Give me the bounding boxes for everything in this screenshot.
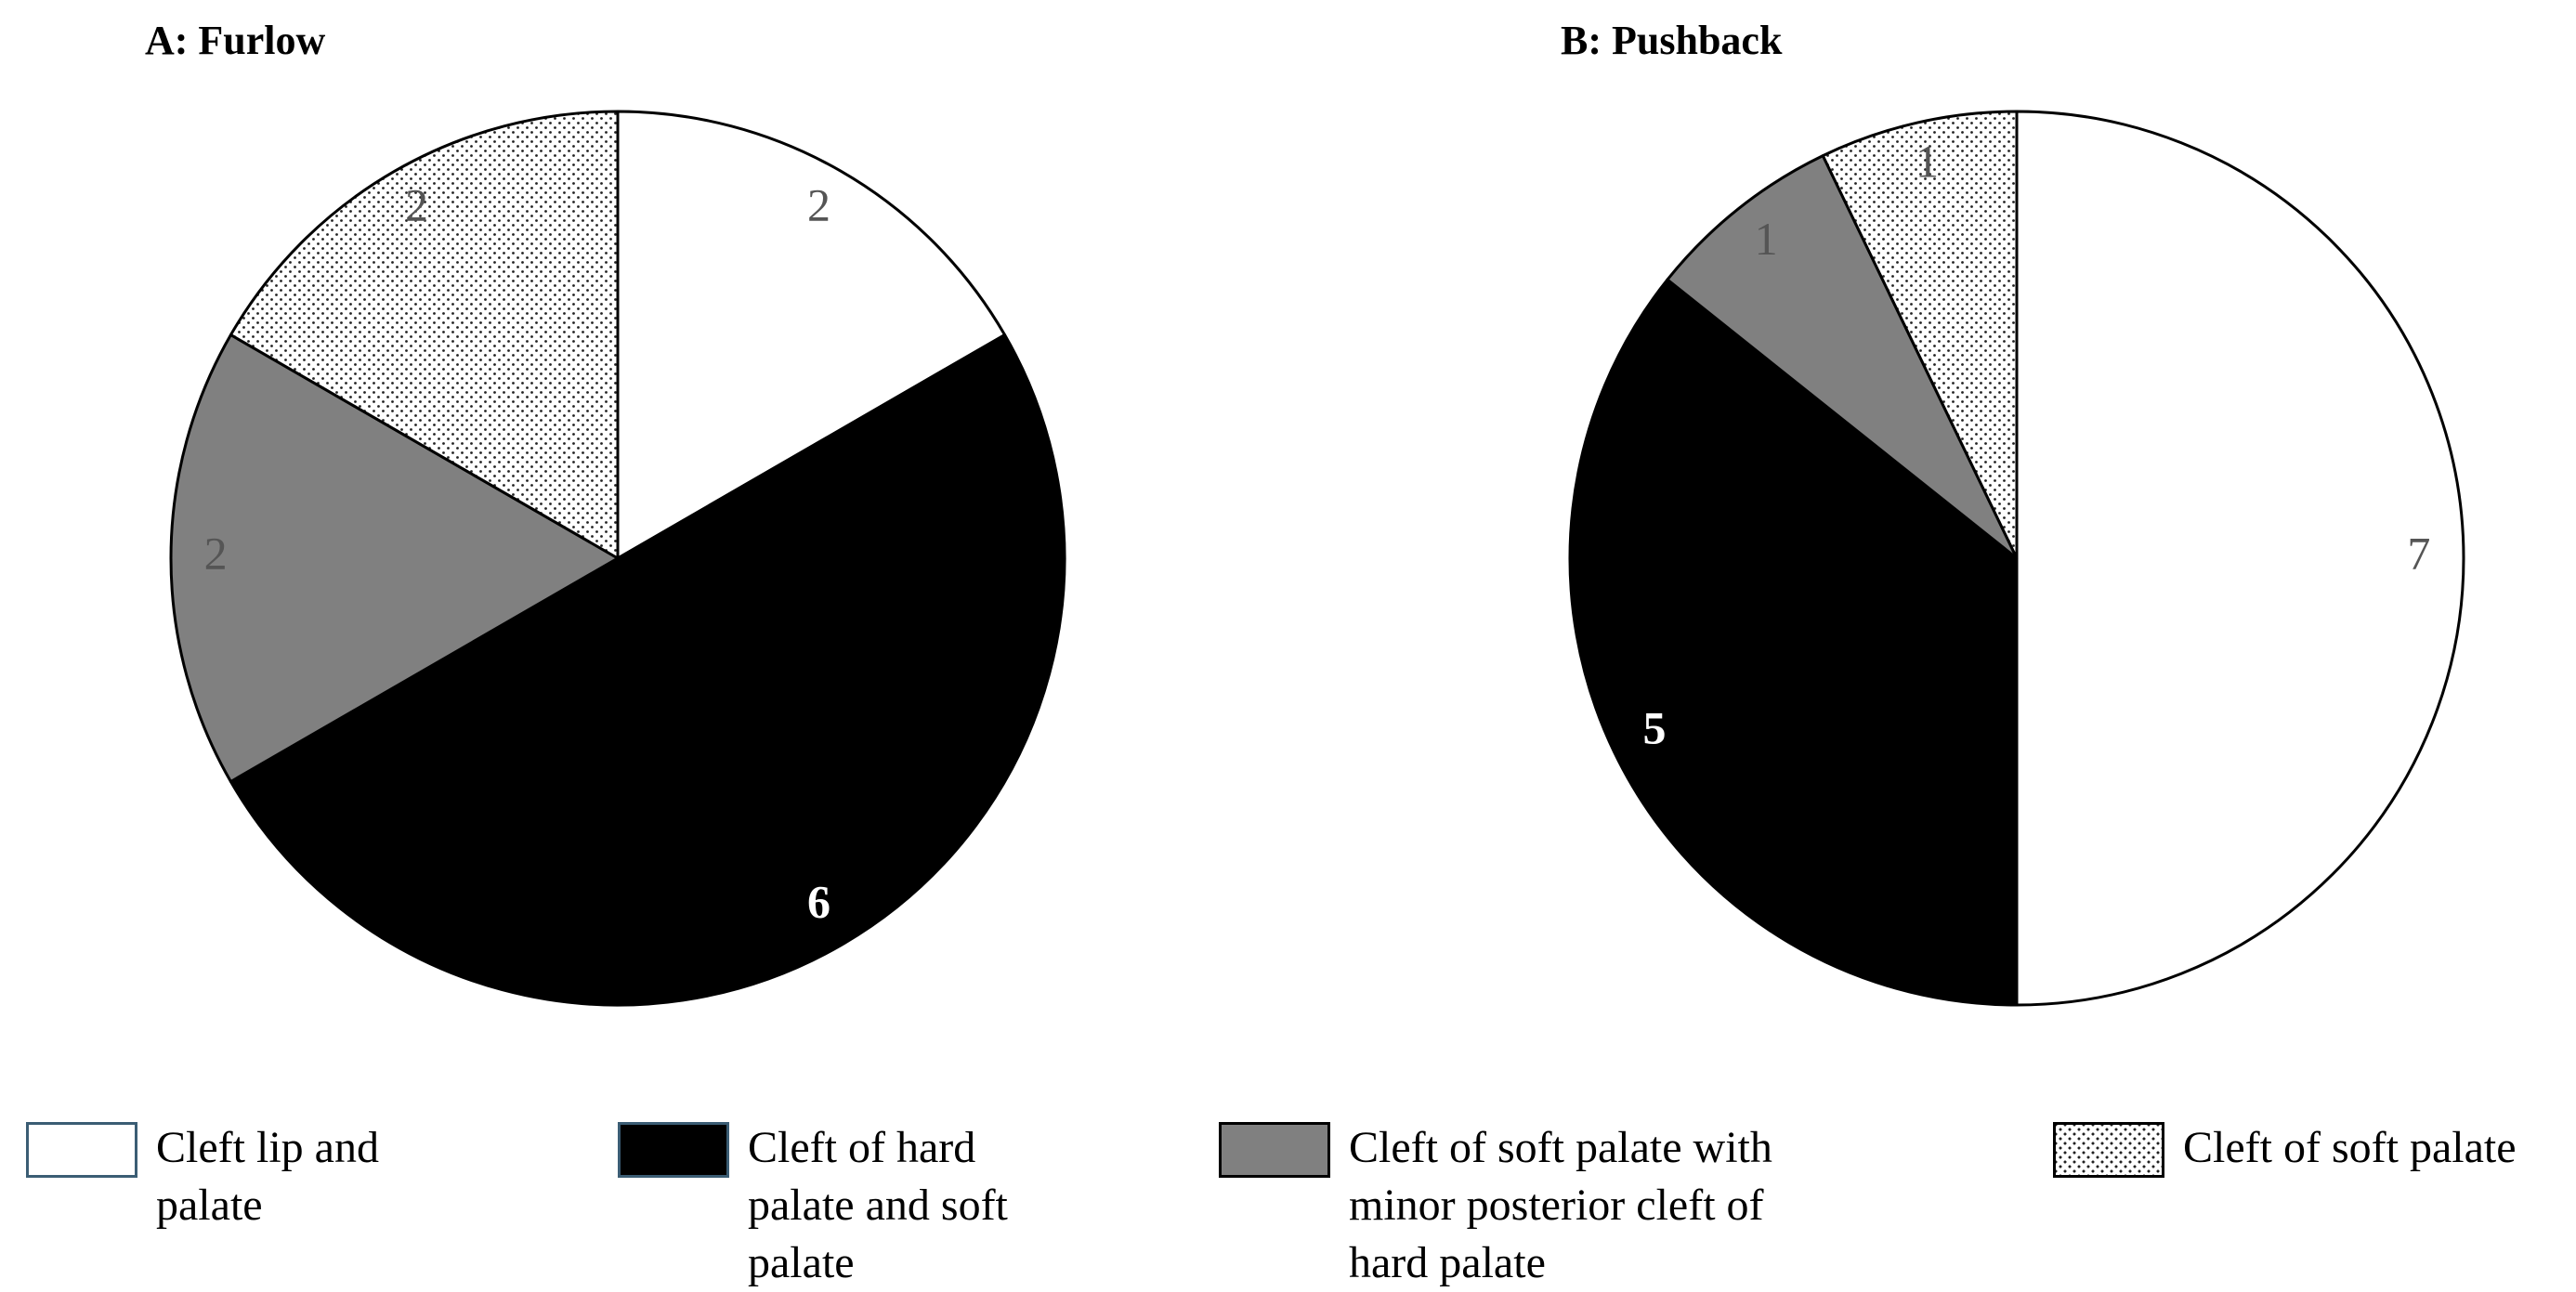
legend-swatch (2053, 1122, 2164, 1178)
slice-label: 2 (405, 179, 428, 231)
chart-title: A: Furlow (145, 18, 326, 63)
pie-slice (229, 110, 620, 560)
page: A: Furlow 2 6 2 2 B: Pushback 7 5 1 1 Cleft lip a… (0, 18, 2576, 1287)
slice-label: 1 (1916, 135, 1939, 187)
pie-slice (229, 333, 1066, 1007)
legend-item: Cleft lip and palate (26, 1119, 463, 1234)
legend-label: Cleft of soft palate with minor posterio… (1349, 1123, 1772, 1287)
pie-slice (2015, 110, 2465, 1007)
legend-label: Cleft of hard palate and soft palate (748, 1123, 1008, 1287)
slice-label: 2 (204, 527, 228, 579)
pie-slice (169, 333, 620, 783)
slice-label: 6 (807, 875, 830, 927)
chart: A: Furlow 2 6 2 2 B: Pushback 7 5 1 1 (145, 18, 2465, 1007)
legend-item: Cleft of hard palate and soft palate (618, 1119, 1026, 1292)
legend-swatch (1219, 1122, 1330, 1178)
chart-title: B: Pushback (1561, 18, 1783, 63)
pie-slice (1821, 110, 2019, 560)
slice-label: 1 (1755, 213, 1778, 265)
legend-swatch (618, 1122, 729, 1178)
slice-label: 5 (1642, 701, 1666, 753)
pie-slice (616, 110, 1007, 560)
legend-label: Cleft of soft palate (2183, 1123, 2517, 1172)
legend-label: Cleft lip and palate (156, 1123, 379, 1230)
pie-slice (1666, 154, 2019, 560)
slice-label: 7 (2407, 527, 2430, 579)
legend-item: Cleft of soft palate with minor posterio… (1219, 1119, 1850, 1292)
legend: Cleft lip and palate Cleft of hard palate… (0, 1119, 2576, 1287)
legend-item: Cleft of soft palate (2053, 1119, 2573, 1178)
pie-slice (1568, 278, 2019, 1007)
slice-label: 2 (807, 179, 830, 231)
legend-swatch (26, 1122, 137, 1178)
